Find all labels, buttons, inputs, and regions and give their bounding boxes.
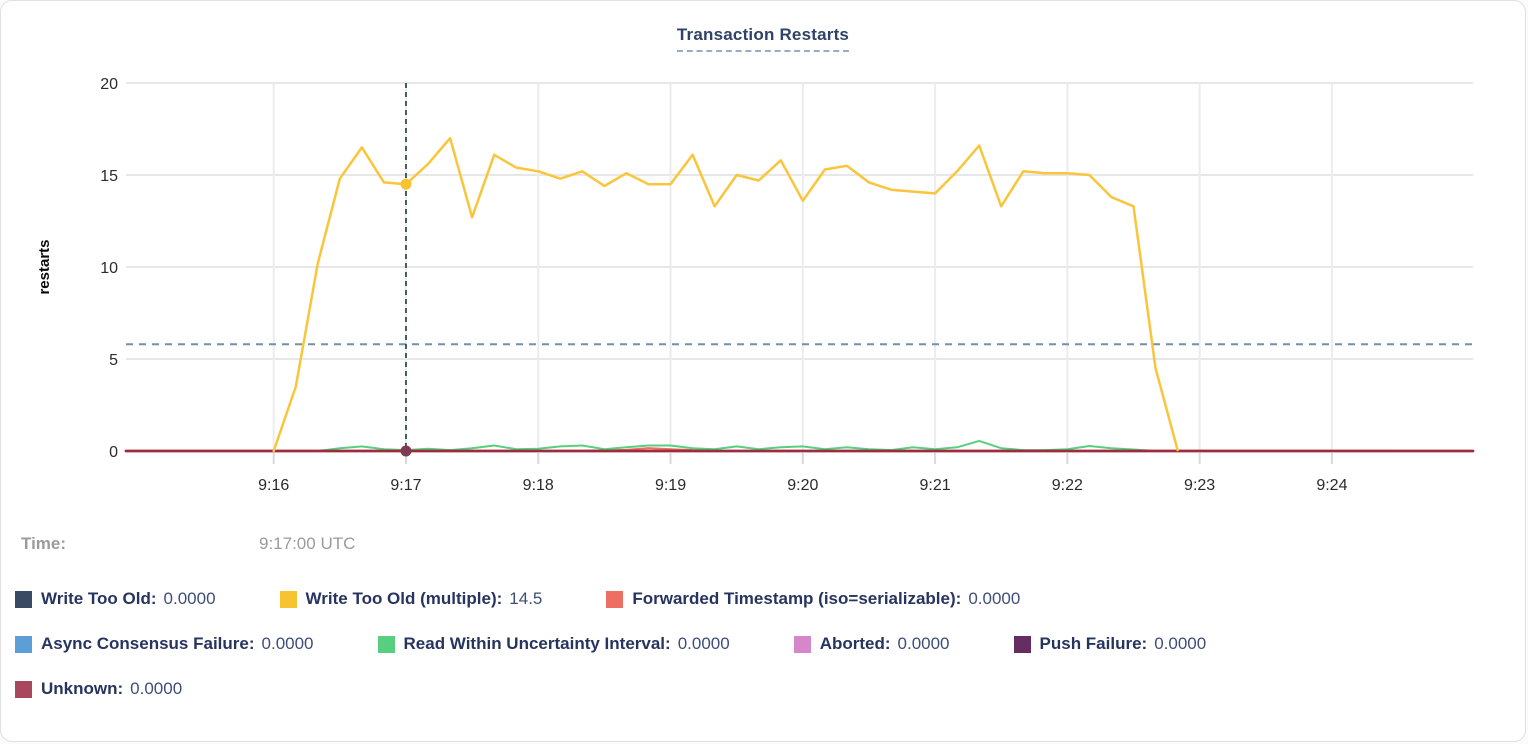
legend-swatch [15, 680, 32, 698]
legend-item-async-consensus-failure[interactable]: Async Consensus Failure: 0.0000 [15, 634, 314, 654]
x-tick-label: 9:21 [920, 477, 951, 494]
x-tick-label: 9:17 [390, 477, 421, 494]
legend-swatch [606, 590, 624, 608]
legend-swatch [793, 635, 811, 653]
y-axis-label: restarts [36, 239, 53, 294]
legend-value: 0.0000 [1154, 634, 1207, 653]
x-tick-label: 9:19 [655, 477, 686, 494]
y-tick-label: 15 [100, 168, 118, 185]
x-tick-label: 9:20 [787, 477, 818, 494]
legend-swatch [279, 590, 297, 608]
legend-swatch [377, 635, 395, 653]
legend-label: Aborted: [819, 634, 891, 653]
legend-label: Push Failure: [1039, 634, 1148, 653]
series-line-write-too-old-multiple [272, 136, 1179, 453]
legend-item-aborted[interactable]: Aborted: 0.0000 [793, 634, 950, 654]
legend-item-write-too-old[interactable]: Write Too Old: 0.0000 [15, 589, 216, 609]
legend-swatch [15, 590, 32, 608]
legend-label: Unknown: [41, 679, 124, 698]
legend-item-push-failure[interactable]: Push Failure: 0.0000 [1013, 634, 1207, 654]
legend: Write Too Old: 0.0000 Write Too Old (multi… [15, 589, 1511, 724]
legend-label: Forwarded Timestamp (iso=serializable): [632, 589, 962, 608]
x-tick-label: 9:24 [1316, 477, 1347, 494]
legend-label: Async Consensus Failure: [41, 634, 255, 653]
hover-dot-unknown [400, 445, 412, 457]
chart-title[interactable]: Transaction Restarts [676, 25, 850, 52]
legend-item-forwarded-timestamp-iso-serializable[interactable]: Forwarded Timestamp (iso=serializable): 0… [606, 589, 1020, 609]
legend-row: Async Consensus Failure: 0.0000 Read Withi… [15, 634, 1511, 654]
legend-label: Write Too Old (multiple): [305, 589, 503, 608]
legend-row: Write Too Old: 0.0000 Write Too Old (multi… [15, 589, 1511, 609]
legend-value: 0.0000 [897, 634, 950, 653]
legend-item-read-within-uncertainty-interval[interactable]: Read Within Uncertainty Interval: 0.0000 [377, 634, 730, 654]
legend-value: 0.0000 [968, 589, 1021, 608]
legend-swatch [15, 635, 32, 653]
legend-label: Write Too Old: [41, 589, 157, 608]
hover-time-label: Time: [21, 534, 67, 553]
y-tick-label: 20 [100, 76, 118, 93]
legend-value: 14.5 [509, 589, 543, 608]
legend-value: 0.0000 [677, 634, 730, 653]
x-tick-label: 9:16 [258, 477, 289, 494]
legend-value: 0.0000 [130, 679, 183, 698]
legend-item-write-too-old-multiple[interactable]: Write Too Old (multiple): 14.5 [279, 589, 543, 609]
hover-time-value: 9:17:00 UTC [259, 534, 356, 553]
y-tick-label: 5 [109, 352, 118, 369]
hover-time-row: Time: 9:17:00 UTC [21, 534, 355, 554]
legend-row: Unknown: 0.0000 [15, 679, 1511, 699]
y-tick-label: 10 [100, 260, 118, 277]
legend-value: 0.0000 [261, 634, 314, 653]
legend-swatch [1013, 635, 1031, 653]
x-tick-label: 9:22 [1052, 477, 1083, 494]
legend-value: 0.0000 [163, 589, 216, 608]
hover-dot-write-too-old-multiple [400, 178, 412, 190]
legend-label: Read Within Uncertainty Interval: [403, 634, 671, 653]
x-tick-label: 9:23 [1184, 477, 1215, 494]
legend-item-unknown[interactable]: Unknown: 0.0000 [15, 679, 182, 699]
x-tick-label: 9:18 [523, 477, 554, 494]
series-line-read-within-uncertainty-interval [316, 439, 1157, 452]
chart-plot-area[interactable]: 0 5 10 15 20 9:16 9:17 9:18 9:19 9:20 9:21 9:22 9:23… [1, 1, 1526, 509]
y-tick-label: 0 [109, 444, 118, 461]
chart-header: Transaction Restarts [1, 25, 1525, 52]
